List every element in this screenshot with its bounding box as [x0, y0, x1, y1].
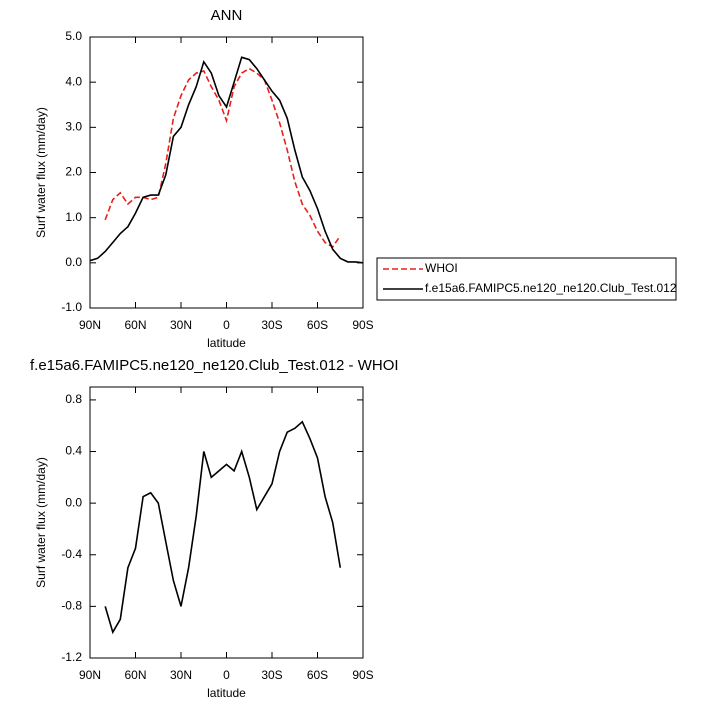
chart-title: ANN: [211, 7, 243, 24]
y-tick-label: 1.0: [65, 210, 82, 224]
data-line: [89, 56, 364, 264]
plot-frame: [89, 386, 364, 659]
x-axis-label: latitude: [207, 686, 246, 700]
y-tick-label: -1.0: [61, 300, 82, 314]
y-tick-label: -0.8: [61, 599, 82, 613]
y-tick-label: 0.0: [65, 255, 82, 269]
x-tick-label: 60S: [307, 318, 328, 332]
x-tick-label: 30S: [261, 318, 282, 332]
legend-box: [376, 257, 677, 301]
x-tick-label: 90S: [352, 318, 373, 332]
y-tick-label: 3.0: [65, 120, 82, 134]
y-axis-label: Surf water flux (mm/day): [34, 457, 48, 588]
y-tick-label: 2.0: [65, 165, 82, 179]
x-tick-label: 90N: [79, 318, 101, 332]
y-tick-label: 0.0: [65, 495, 82, 509]
x-tick-label: 60N: [124, 668, 146, 682]
x-axis-label: latitude: [207, 336, 246, 350]
x-tick-label: 30S: [261, 668, 282, 682]
chart-title: f.e15a6.FAMIPC5.ne120_ne120.Club_Test.01…: [30, 357, 399, 374]
y-tick-label: 5.0: [65, 29, 82, 43]
y-tick-label: 0.4: [65, 444, 82, 458]
x-tick-label: 90N: [79, 668, 101, 682]
x-tick-label: 0: [223, 318, 230, 332]
plot-frame: [89, 36, 364, 309]
y-tick-label: 0.8: [65, 392, 82, 406]
y-tick-label: -1.2: [61, 650, 82, 664]
data-line: [104, 67, 341, 249]
data-line: [104, 420, 342, 635]
y-tick-label: 4.0: [65, 74, 82, 88]
x-tick-label: 30N: [170, 668, 192, 682]
y-axis-label: Surf water flux (mm/day): [34, 107, 48, 238]
legend-label: f.e15a6.FAMIPC5.ne120_ne120.Club_Test.01…: [425, 281, 677, 295]
y-tick-label: -0.4: [61, 547, 82, 561]
x-tick-label: 90S: [352, 668, 373, 682]
x-tick-label: 60N: [124, 318, 146, 332]
legend-label: WHOI: [425, 261, 458, 275]
x-tick-label: 60S: [307, 668, 328, 682]
x-tick-label: 0: [223, 668, 230, 682]
x-tick-label: 30N: [170, 318, 192, 332]
